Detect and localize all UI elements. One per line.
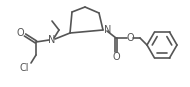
Text: N: N: [48, 35, 56, 45]
Text: O: O: [16, 28, 24, 38]
Text: N: N: [104, 25, 112, 35]
Text: O: O: [112, 52, 120, 62]
Text: O: O: [126, 33, 134, 43]
Text: Cl: Cl: [19, 63, 29, 73]
